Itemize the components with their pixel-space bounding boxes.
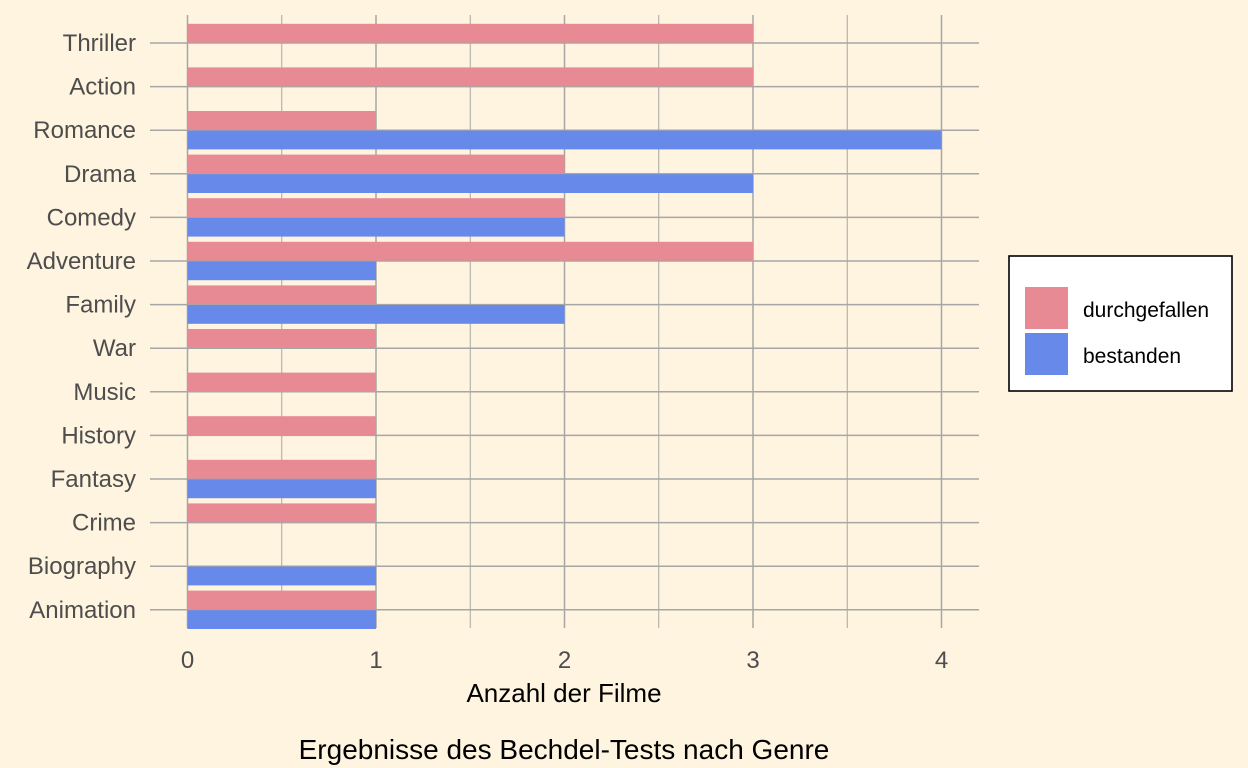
- y-tick-label: Fantasy: [51, 466, 136, 493]
- y-axis-labels: Thriller Action Romance Drama Comedy Adventur…: [27, 30, 137, 624]
- bar-failed-music: [187, 372, 376, 392]
- x-axis-title: Anzahl der Filme: [466, 678, 661, 708]
- bar-failed-history: [187, 416, 376, 435]
- x-tick-label: 0: [181, 647, 194, 674]
- y-tick-label: Romance: [33, 117, 136, 144]
- legend: durchgefallen bestanden: [1008, 255, 1233, 392]
- x-tick-label: 1: [369, 647, 382, 674]
- bar-passed-family: [187, 305, 565, 324]
- chart-caption: Ergebnisse des Bechdel-Tests nach Genre: [299, 734, 830, 765]
- bar-passed-romance: [187, 130, 942, 150]
- y-tick-label: Animation: [29, 597, 136, 624]
- y-tick-label: Drama: [64, 161, 137, 188]
- legend-label-passed: bestanden: [1083, 345, 1181, 368]
- legend-swatch-failed: [1025, 287, 1068, 329]
- bar-failed-war: [187, 329, 376, 348]
- y-tick-label: Adventure: [27, 248, 136, 275]
- bar-failed-family: [187, 285, 376, 305]
- bar-failed-drama: [187, 154, 565, 174]
- x-tick-label: 2: [558, 647, 571, 674]
- bar-failed-romance: [187, 111, 376, 130]
- bar-passed-biography: [187, 566, 376, 586]
- bar-passed-fantasy: [187, 479, 376, 499]
- legend-swatch-passed: [1025, 333, 1068, 375]
- x-axis-labels: 0 1 2 3 4: [181, 647, 948, 674]
- bar-failed-animation: [187, 590, 376, 610]
- legend-label-failed: durchgefallen: [1083, 299, 1209, 322]
- y-tick-label: Music: [73, 379, 136, 406]
- x-tick-label: 4: [935, 647, 948, 674]
- bar-failed-comedy: [187, 198, 565, 217]
- bar-failed-action: [187, 67, 753, 87]
- bar-failed-crime: [187, 503, 376, 523]
- y-tick-label: Action: [69, 74, 136, 101]
- y-tick-label: War: [93, 335, 136, 362]
- y-tick-label: Crime: [72, 510, 136, 537]
- bar-passed-adventure: [187, 261, 376, 281]
- y-tick-label: Comedy: [47, 204, 136, 231]
- x-tick-label: 3: [746, 647, 759, 674]
- bar-passed-animation: [187, 610, 376, 629]
- bar-passed-drama: [187, 174, 753, 193]
- y-tick-label: Thriller: [63, 30, 136, 57]
- bar-failed-adventure: [187, 241, 753, 261]
- y-tick-label: History: [61, 422, 136, 449]
- bar-passed-comedy: [187, 217, 565, 237]
- bar-failed-fantasy: [187, 459, 376, 479]
- y-tick-label: Family: [65, 292, 136, 319]
- bars: [187, 23, 942, 629]
- grid: [150, 15, 979, 628]
- y-tick-label: Biography: [28, 553, 136, 580]
- bar-failed-thriller: [187, 23, 753, 43]
